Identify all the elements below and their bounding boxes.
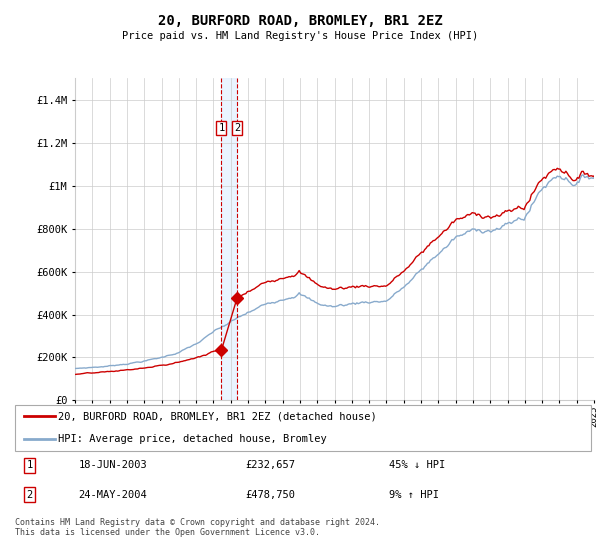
Text: 18-JUN-2003: 18-JUN-2003 bbox=[79, 460, 147, 470]
Text: £232,657: £232,657 bbox=[245, 460, 295, 470]
Text: 9% ↑ HPI: 9% ↑ HPI bbox=[389, 490, 439, 500]
Text: 1: 1 bbox=[218, 123, 224, 133]
Text: Contains HM Land Registry data © Crown copyright and database right 2024.
This d: Contains HM Land Registry data © Crown c… bbox=[15, 518, 380, 538]
Text: 20, BURFORD ROAD, BROMLEY, BR1 2EZ: 20, BURFORD ROAD, BROMLEY, BR1 2EZ bbox=[158, 14, 442, 28]
Text: 45% ↓ HPI: 45% ↓ HPI bbox=[389, 460, 446, 470]
Text: 20, BURFORD ROAD, BROMLEY, BR1 2EZ (detached house): 20, BURFORD ROAD, BROMLEY, BR1 2EZ (deta… bbox=[58, 412, 377, 421]
FancyBboxPatch shape bbox=[15, 405, 591, 451]
Text: 2: 2 bbox=[235, 123, 241, 133]
Text: 24-MAY-2004: 24-MAY-2004 bbox=[79, 490, 147, 500]
Text: 1: 1 bbox=[26, 460, 32, 470]
Text: HPI: Average price, detached house, Bromley: HPI: Average price, detached house, Brom… bbox=[58, 435, 327, 444]
Text: Price paid vs. HM Land Registry's House Price Index (HPI): Price paid vs. HM Land Registry's House … bbox=[122, 31, 478, 41]
Bar bbox=[221, 78, 238, 400]
Text: 2: 2 bbox=[26, 490, 32, 500]
Text: £478,750: £478,750 bbox=[245, 490, 295, 500]
